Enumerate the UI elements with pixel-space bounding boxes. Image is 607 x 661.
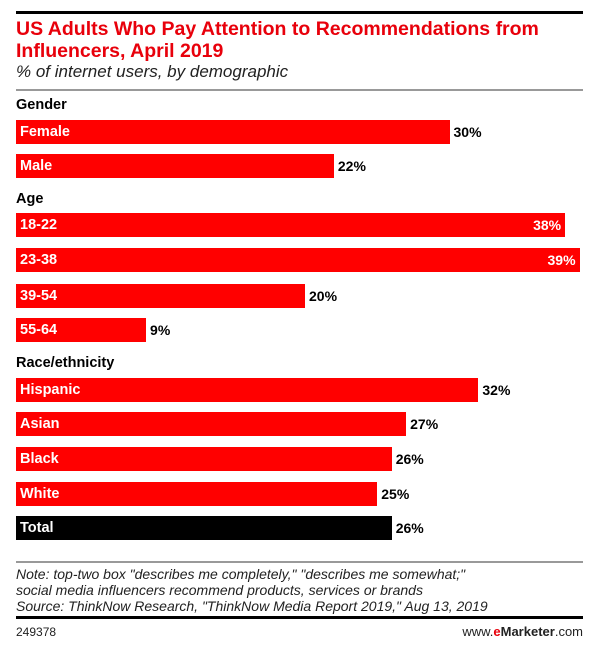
bar-label: 39-54 (20, 288, 58, 304)
divider (16, 89, 583, 91)
bar-white: White 25% (16, 482, 409, 506)
value-label: 25% (381, 486, 410, 502)
value-label: 39% (547, 252, 576, 268)
note-line: social media influencers recommend produ… (16, 582, 423, 598)
value-label: 30% (453, 124, 482, 140)
bar-label: Male (20, 158, 53, 174)
value-label: 26% (395, 520, 424, 536)
value-label: 20% (309, 288, 338, 304)
brand-e: e (493, 624, 501, 639)
bar-total: Total 26% (16, 516, 424, 540)
bar-label: Female (20, 124, 70, 140)
bar-label: Total (20, 520, 54, 536)
source-line: Source: ThinkNow Research, "ThinkNow Med… (16, 598, 488, 614)
bar-label: White (20, 486, 60, 502)
group-label: Age (16, 191, 44, 207)
value-label: 22% (337, 158, 366, 174)
bar-male: Male 22% (16, 154, 366, 178)
bar-asian: Asian 27% (16, 412, 438, 436)
bar-39-54: 39-54 20% (16, 284, 337, 308)
brand-main: Marketer (500, 624, 555, 639)
bottom-rule (16, 616, 583, 619)
bar-female: Female 30% (16, 120, 482, 144)
bar-18-22: 18-22 38% (16, 213, 566, 237)
bar-23-38: 23-38 39% (16, 248, 580, 272)
value-label: 9% (150, 322, 171, 338)
divider (16, 561, 583, 563)
value-label: 26% (395, 451, 424, 467)
brand-pre: www. (462, 624, 494, 639)
bar-black: Black 26% (16, 447, 424, 471)
bar-hispanic: Hispanic 32% (16, 378, 510, 402)
bar-55-64: 55-64 9% (16, 318, 170, 342)
bar-label: 18-22 (20, 217, 58, 233)
value-label: 32% (482, 382, 511, 398)
note: Note: top-two box "describes me complete… (16, 566, 488, 614)
brand-logo: www.eMarketer.com (462, 624, 583, 639)
chart-title: US Adults Who Pay Attention to Recommend… (16, 18, 539, 62)
chart-id: 249378 (16, 625, 57, 639)
group-label: Gender (16, 97, 67, 113)
chart-subtitle: % of internet users, by demographic (16, 62, 289, 81)
brand-suffix: .com (554, 624, 583, 639)
bar-label: Asian (20, 416, 60, 432)
bar-label: 55-64 (20, 322, 58, 338)
value-label: 38% (533, 217, 562, 233)
note-line: Note: top-two box "describes me complete… (16, 566, 466, 582)
value-label: 27% (410, 416, 439, 432)
bar-label: Hispanic (20, 382, 81, 398)
top-rule (16, 11, 583, 14)
bar-label: 23-38 (20, 252, 58, 268)
bar-label: Black (20, 451, 59, 467)
group-label: Race/ethnicity (16, 355, 115, 371)
